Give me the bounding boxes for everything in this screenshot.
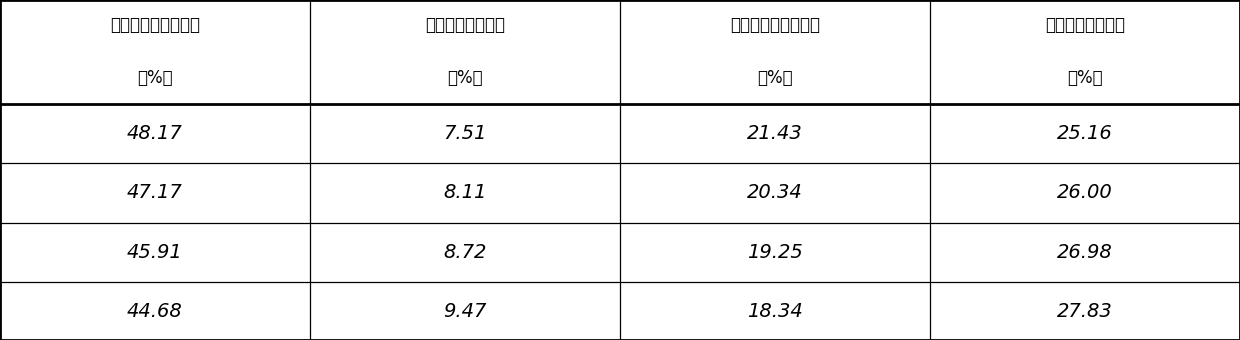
Text: 7.51: 7.51 <box>444 124 486 143</box>
Text: 20.34: 20.34 <box>748 184 802 202</box>
Text: 48.17: 48.17 <box>128 124 182 143</box>
Text: 8.72: 8.72 <box>444 243 486 262</box>
Text: 酒石酸钾钠质量分数

（%）: 酒石酸钾钠质量分数 （%） <box>730 16 820 87</box>
Text: 26.98: 26.98 <box>1058 243 1112 262</box>
Text: 8.11: 8.11 <box>444 184 486 202</box>
Text: 18.34: 18.34 <box>748 302 802 321</box>
Text: 19.25: 19.25 <box>748 243 802 262</box>
Text: 25.16: 25.16 <box>1058 124 1112 143</box>
Text: 44.68: 44.68 <box>128 302 182 321</box>
Text: 无水乙醇质量分数

（%）: 无水乙醇质量分数 （%） <box>425 16 505 87</box>
Text: 21.43: 21.43 <box>748 124 802 143</box>
Text: 45.91: 45.91 <box>128 243 182 262</box>
Text: 26.00: 26.00 <box>1058 184 1112 202</box>
Text: 无水乙醇质量分数

（%）: 无水乙醇质量分数 （%） <box>1045 16 1125 87</box>
Text: 27.83: 27.83 <box>1058 302 1112 321</box>
Text: 9.47: 9.47 <box>444 302 486 321</box>
Text: 47.17: 47.17 <box>128 184 182 202</box>
Text: 酒石酸钾钠质量分数

（%）: 酒石酸钾钠质量分数 （%） <box>110 16 200 87</box>
